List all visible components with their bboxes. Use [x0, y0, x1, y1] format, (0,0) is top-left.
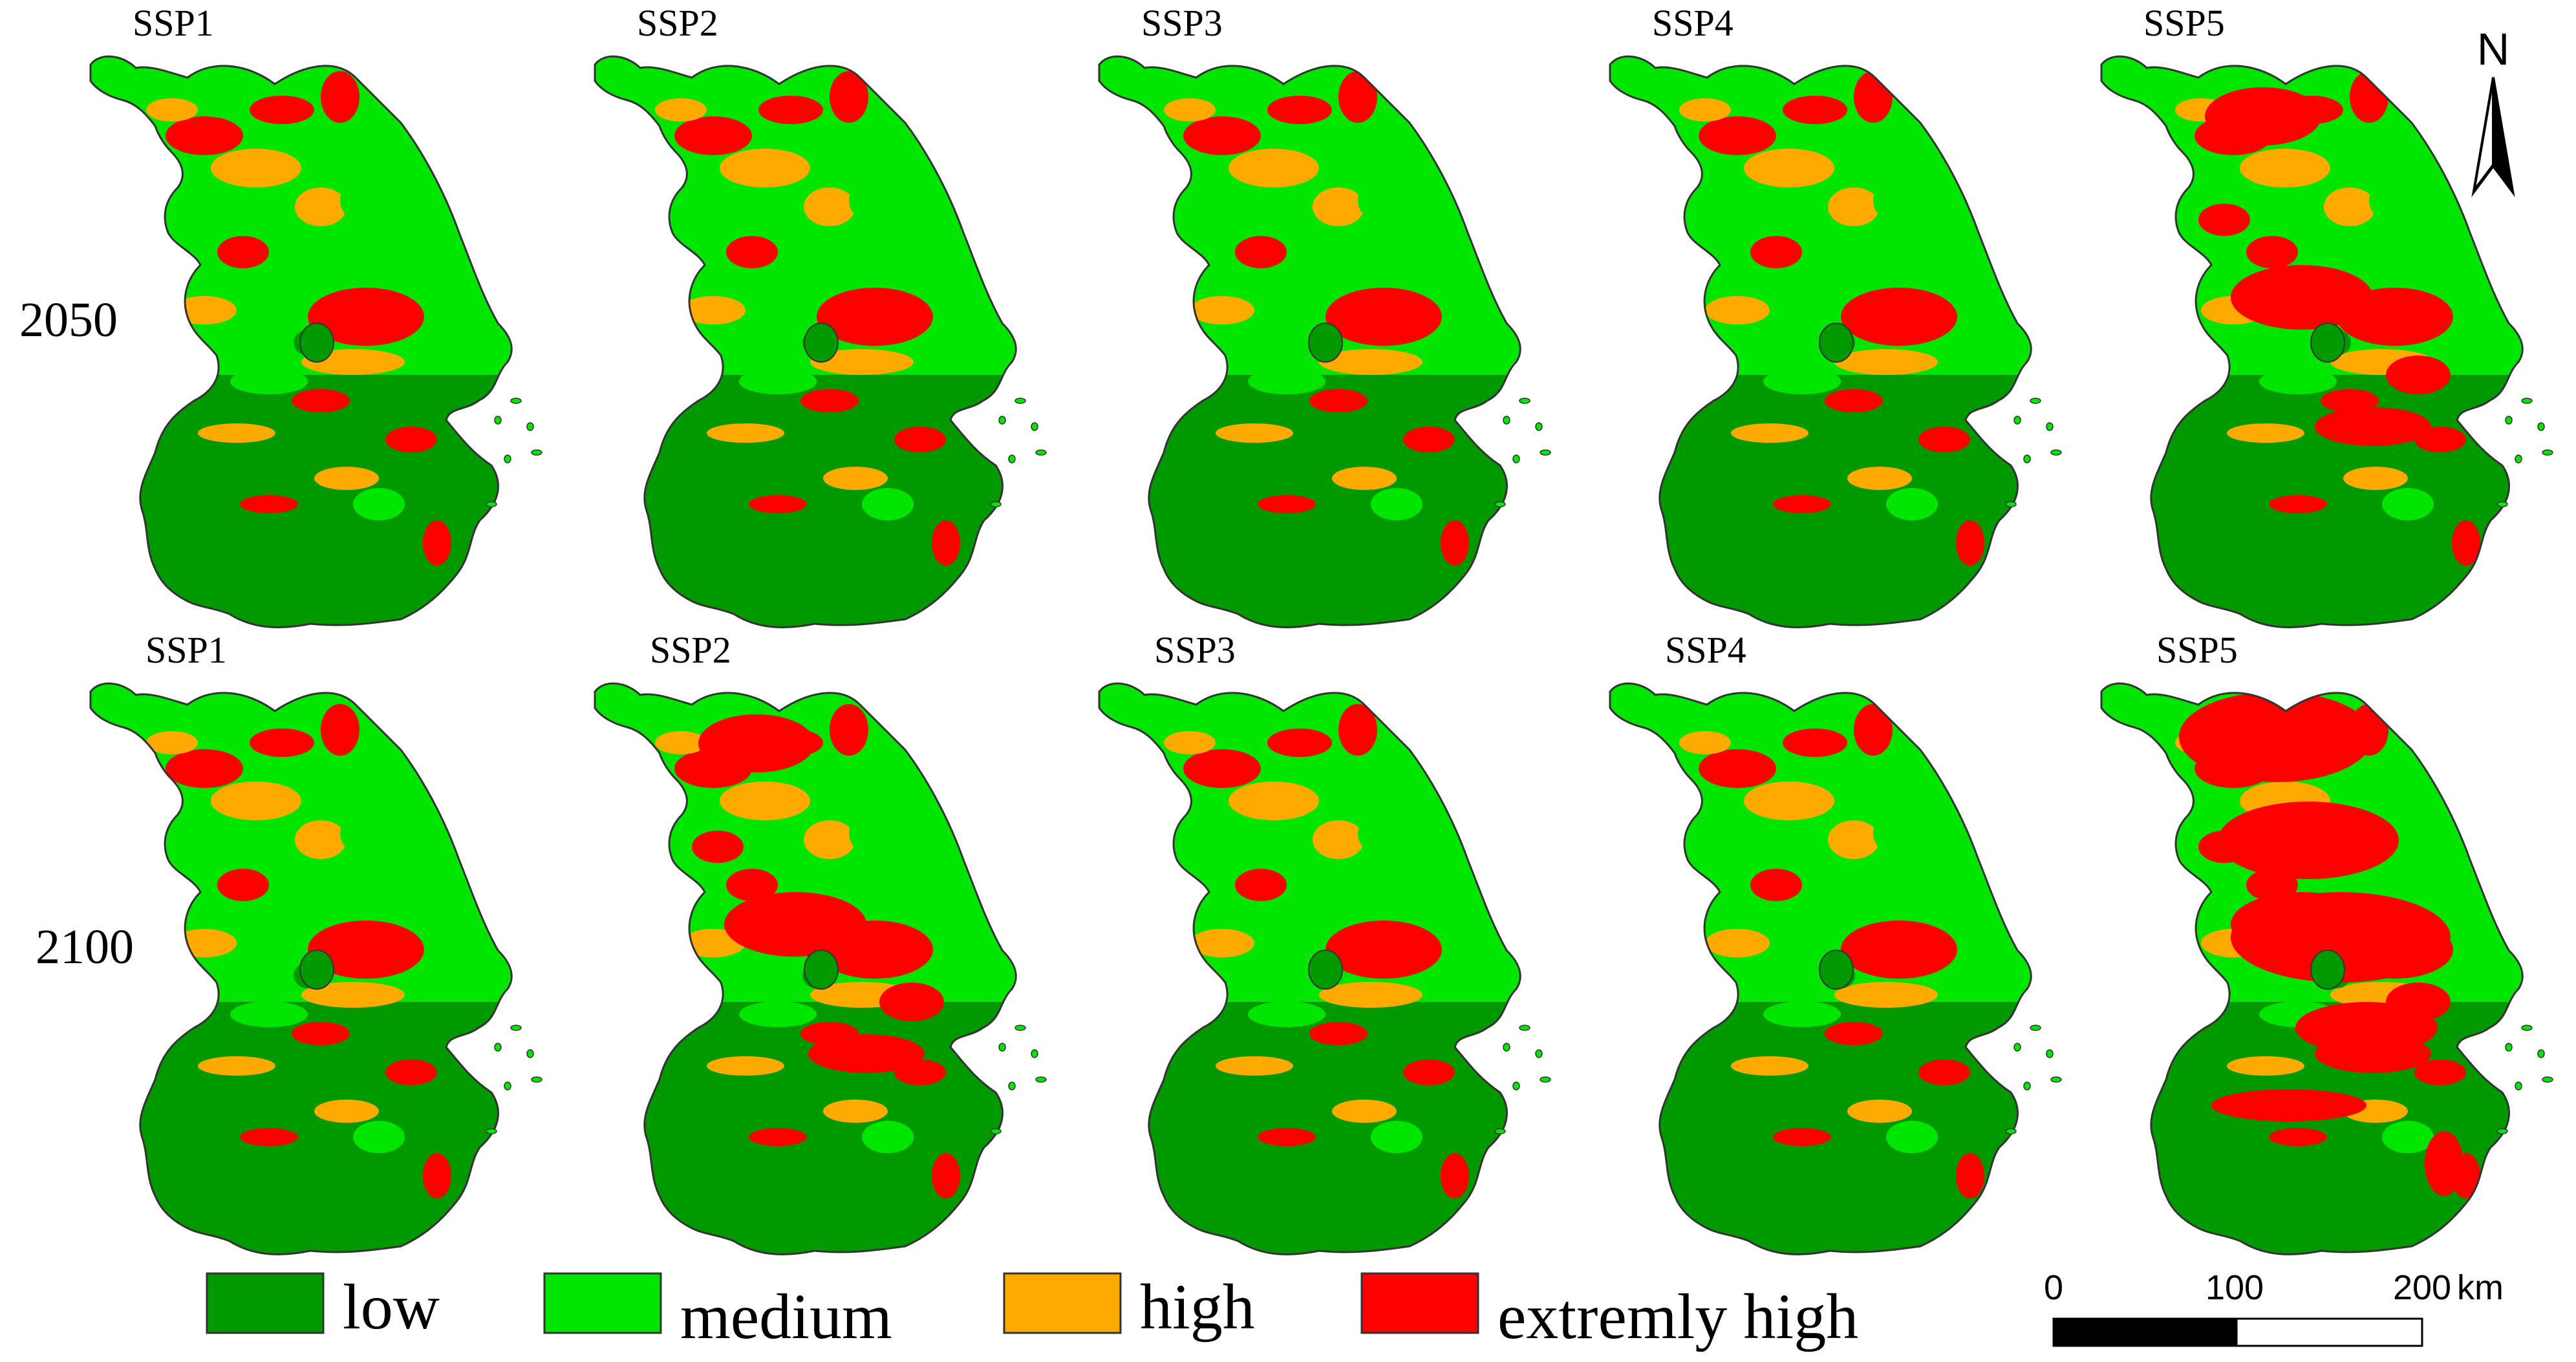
map-panels: SSP1 SSP2 SSP3 SSP4 SSP5 SSP1 SSP2 SSP3 SSP4 SSP5: [89, 2, 2553, 1255]
legend-label-medium: medium: [680, 1281, 892, 1352]
scenario-label: SSP2: [637, 2, 718, 44]
legend: low medium high extremly high: [206, 1271, 1858, 1352]
scale-segment-white: [2235, 1317, 2423, 1347]
scenario-label: SSP4: [1665, 629, 1746, 671]
scale-unit: km: [2457, 1268, 2504, 1307]
scale-tick-0: 0: [2044, 1268, 2063, 1307]
scenario-label: SSP5: [2156, 629, 2238, 671]
map-panel-2050-ssp2: SSP2: [594, 2, 1047, 628]
scenario-label: SSP1: [133, 2, 214, 44]
map-panel-2100-ssp5: SSP5: [2100, 629, 2553, 1255]
scale-segment-black: [2052, 1317, 2238, 1347]
year-label-2100: 2100: [36, 920, 134, 974]
legend-swatch-low: [206, 1272, 325, 1334]
legend-item-high: high: [1003, 1271, 1255, 1343]
map-panel-2050-ssp4: SSP4: [1609, 2, 2062, 628]
north-label: N: [2477, 24, 2510, 74]
legend-swatch-high: [1003, 1272, 1122, 1334]
legend-label-low: low: [343, 1271, 440, 1343]
map-panel-2050-ssp3: SSP3: [1098, 2, 1551, 628]
legend-swatch-medium: [543, 1272, 662, 1334]
scale-tick-200: 200: [2393, 1268, 2451, 1307]
scenario-label: SSP3: [1141, 2, 1223, 44]
scenario-label: SSP3: [1154, 629, 1236, 671]
scenario-label: SSP5: [2143, 2, 2225, 44]
map-panel-2100-ssp3: SSP3: [1098, 629, 1551, 1255]
scenario-label: SSP4: [1652, 2, 1733, 44]
scenario-label: SSP1: [145, 629, 227, 671]
legend-label-extremly-high: extremly high: [1497, 1281, 1858, 1352]
north-arrow: N: [2474, 24, 2513, 191]
year-label-2050: 2050: [19, 293, 118, 347]
scale-tick-100: 100: [2206, 1268, 2264, 1307]
map-panel-2100-ssp1: SSP1: [89, 629, 542, 1255]
map-panel-2100-ssp2: SSP2: [594, 629, 1047, 1255]
legend-item-extremly-high: extremly high: [1360, 1272, 1858, 1352]
legend-swatch-extremly-high: [1360, 1272, 1479, 1334]
map-panel-2050-ssp5: SSP5: [2100, 2, 2553, 628]
legend-item-low: low: [206, 1271, 440, 1343]
map-panel-2050-ssp1: SSP1: [89, 2, 542, 628]
scenario-label: SSP2: [650, 629, 731, 671]
scale-bar: 0 100 200 km: [2044, 1268, 2504, 1347]
north-arrow-icon: [2474, 78, 2513, 191]
legend-label-high: high: [1140, 1271, 1255, 1343]
map-panel-2100-ssp4: SSP4: [1609, 629, 2062, 1255]
legend-item-medium: medium: [543, 1272, 892, 1352]
